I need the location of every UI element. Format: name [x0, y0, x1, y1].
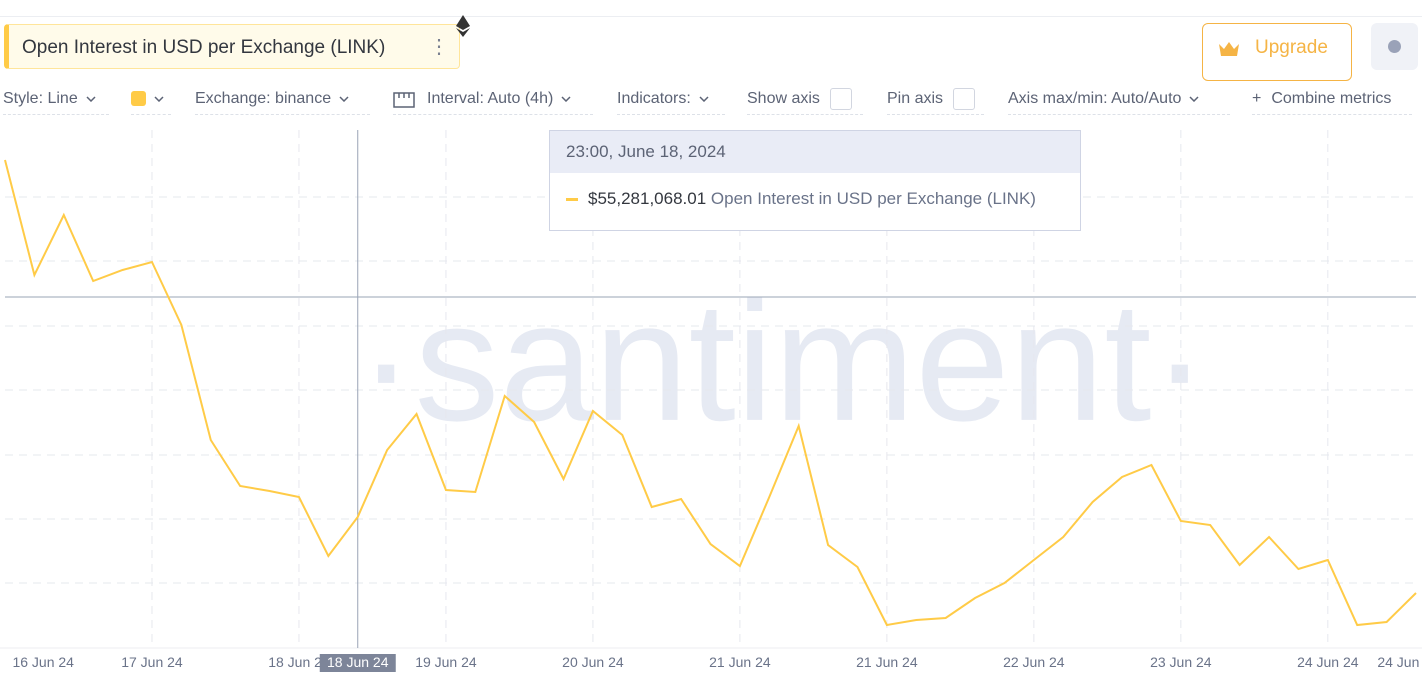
x-tick-label: 20 Jun 24 [562, 654, 624, 670]
x-tick-label: 19 Jun 24 [415, 654, 477, 670]
x-edge-label: 24 Jun [1377, 654, 1419, 670]
tooltip-value: $55,281,068.01 [588, 189, 707, 208]
x-tick-label: 21 Jun 24 [856, 654, 918, 670]
series-line [4, 159, 1417, 627]
eth-icon [456, 15, 470, 37]
watermark: ·santiment· [358, 267, 1208, 457]
indicators-label: Indicators: [617, 90, 691, 107]
tooltip-metric: Open Interest in USD per Exchange (LINK) [710, 189, 1036, 208]
chevron [699, 96, 709, 102]
indicators-select[interactable]: Indicators: [617, 88, 725, 115]
interval-select[interactable]: Interval: Auto (4h) [393, 88, 593, 115]
chevron [1189, 96, 1199, 102]
x-tick-label: 22 Jun 24 [1003, 654, 1065, 670]
x-tick-label: 24 Jun 24 [1297, 654, 1359, 670]
color-select[interactable] [131, 88, 171, 115]
x-tick-label: 21 Jun 24 [709, 654, 771, 670]
interval-icon [393, 92, 415, 108]
x-tick-label: 18 Jun 24 [268, 654, 330, 670]
exchange-label: Exchange: binance [195, 90, 332, 107]
axis-label: Axis max/min: Auto/Auto [1008, 90, 1182, 107]
axis-select[interactable]: Axis max/min: Auto/Auto [1008, 88, 1230, 115]
chevron [339, 96, 349, 102]
tooltip-swatch [566, 198, 578, 202]
pin-axis-toggle[interactable]: Pin axis [887, 88, 984, 115]
checkbox[interactable] [953, 88, 976, 110]
top-border [0, 16, 1422, 17]
chevron [86, 96, 96, 102]
metric-tag[interactable]: Open Interest in USD per Exchange (LINK)… [4, 24, 460, 69]
style-select[interactable]: Style: Line [3, 88, 109, 115]
show-axis-toggle[interactable]: Show axis [747, 88, 863, 115]
show-axis-label: Show axis [747, 90, 820, 108]
x-edge-label: 16 Jun 24 [12, 654, 74, 670]
x-tick-label: 23 Jun 24 [1150, 654, 1212, 670]
style-label: Style: Line [3, 90, 78, 107]
checkbox[interactable] [829, 88, 852, 110]
upgrade-button[interactable]: Upgrade [1202, 23, 1352, 81]
menu-dots[interactable]: ⋮ [429, 36, 449, 58]
crown-icon [1219, 42, 1239, 56]
upgrade-label: Upgrade [1255, 37, 1328, 58]
tooltip: 23:00, June 18, 2024 $55,281,068.01 Open… [549, 130, 1081, 231]
pin-axis-label: Pin axis [887, 90, 944, 108]
plus-icon: + [1252, 90, 1262, 107]
chevron [561, 96, 571, 102]
crosshair-label-bg [319, 654, 396, 672]
tooltip-date: 23:00, June 18, 2024 [550, 131, 1080, 173]
x-tick-label: 17 Jun 24 [121, 654, 183, 670]
interval-label: Interval: Auto (4h) [427, 90, 554, 107]
metric-title: Open Interest in USD per Exchange (LINK) [22, 37, 386, 58]
chevron [154, 96, 164, 102]
exchange-select[interactable]: Exchange: binance [195, 88, 370, 115]
crosshair-label: 18 Jun 24 [327, 654, 389, 670]
color-swatch [131, 91, 146, 107]
combine-button[interactable]: + Combine metrics [1252, 88, 1412, 115]
status-dot [1388, 40, 1401, 53]
combine-label: Combine metrics [1271, 90, 1392, 107]
status-button[interactable] [1371, 23, 1418, 70]
